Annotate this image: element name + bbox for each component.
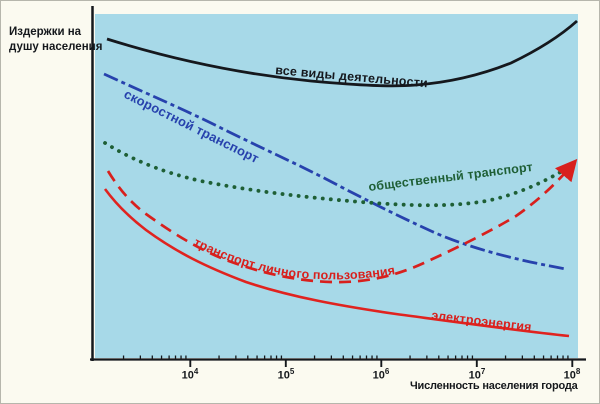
tick-base: 10	[277, 369, 290, 382]
tick-exponent: 8	[575, 367, 581, 376]
curve-electricity	[103, 188, 570, 338]
tick-exponent: 5	[289, 367, 295, 376]
x-tick-label-1e7: 107	[460, 367, 494, 382]
curve-all-activities	[106, 19, 578, 88]
tick-base: 10	[468, 369, 481, 382]
curve-personal-transport	[106, 158, 578, 284]
tick-exponent: 7	[480, 367, 486, 376]
tick-base: 10	[563, 369, 576, 382]
x-tick-label-1e6: 106	[364, 367, 398, 382]
tick-base: 10	[372, 369, 385, 382]
y-axis-label-line1: Издержки на	[9, 26, 82, 38]
x-axis-label: Численность населения города	[410, 380, 578, 392]
tick-exponent: 4	[193, 367, 199, 376]
y-axis-label-line2: душу населения	[9, 40, 103, 53]
tick-base: 10	[181, 369, 194, 382]
tick-exponent: 6	[384, 367, 390, 376]
plot-area	[95, 14, 578, 358]
x-tick-label-1e5: 105	[269, 367, 303, 382]
x-tick-label-1e8: 108	[555, 367, 589, 382]
x-tick-label-1e4: 104	[173, 367, 207, 382]
curve-rapid-transit	[103, 72, 567, 271]
y-axis-label: Издержки на душу населения	[9, 25, 102, 54]
